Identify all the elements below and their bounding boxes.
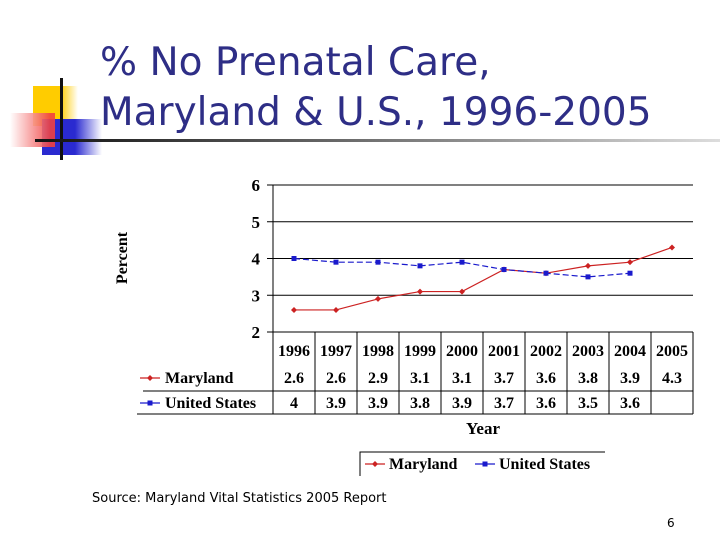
data-table-cell: 3.1 — [410, 370, 430, 387]
data-point — [291, 306, 297, 313]
y-axis-label: Percent — [114, 231, 131, 284]
table-legend-marker — [147, 400, 153, 406]
x-tick-label: 2001 — [488, 343, 520, 360]
data-table-cell: 3.8 — [410, 395, 430, 412]
legend-label: Maryland — [389, 456, 458, 473]
y-tick-label: 2 — [252, 323, 261, 342]
legend-marker — [482, 461, 488, 467]
data-table-cell: 3.1 — [452, 370, 472, 387]
x-tick-label: 2004 — [614, 343, 646, 360]
data-point — [459, 288, 465, 295]
data-table-cell: 3.9 — [326, 395, 346, 412]
data-point — [669, 244, 675, 251]
data-table-cell: 3.7 — [494, 395, 514, 412]
legend-marker — [372, 461, 378, 467]
legend-label: United States — [499, 456, 590, 473]
data-table-cell: 3.5 — [578, 395, 598, 412]
legend-box — [359, 451, 605, 476]
data-point — [375, 295, 381, 302]
data-point — [627, 259, 633, 266]
x-tick-label: 2000 — [446, 343, 478, 360]
data-table-cell: 2.6 — [284, 370, 304, 387]
decor-vertical-line — [60, 78, 63, 160]
data-point — [543, 270, 549, 276]
y-tick-label: 4 — [252, 250, 261, 269]
x-tick-label: 2003 — [572, 343, 604, 360]
series-line-maryland — [294, 246, 673, 311]
y-tick-label: 5 — [252, 213, 261, 232]
data-table-cell: 3.8 — [578, 370, 598, 387]
data-table-cell: 4 — [290, 395, 298, 412]
y-tick-label: 3 — [252, 286, 261, 305]
title-underline — [35, 139, 720, 142]
source-note: Source: Maryland Vital Statistics 2005 R… — [92, 491, 387, 506]
data-point — [333, 306, 339, 313]
table-row-label: United States — [165, 395, 256, 412]
data-table-cell: 3.9 — [452, 395, 472, 412]
data-table-cell: 3.6 — [620, 395, 640, 412]
series-line-united-states — [293, 257, 631, 278]
data-point — [291, 256, 297, 261]
x-tick-label: 1997 — [320, 343, 352, 360]
data-point — [417, 263, 423, 269]
table-row-label: Maryland — [165, 370, 234, 387]
data-table-cell: 3.6 — [536, 395, 556, 412]
data-point — [417, 288, 423, 295]
x-tick-label: 2002 — [530, 343, 562, 360]
data-table-cell: 2.9 — [368, 370, 388, 387]
title-line-1: % No Prenatal Care, — [100, 40, 491, 85]
x-tick-label: 2005 — [656, 343, 688, 360]
x-tick-label: 1996 — [278, 343, 310, 360]
data-table-cell: 2.6 — [326, 370, 346, 387]
page-number: 6 — [667, 516, 675, 530]
data-table-cell: 3.7 — [494, 370, 514, 387]
data-table-cell: 3.9 — [620, 370, 640, 387]
data-table-cell: 3.6 — [536, 370, 556, 387]
data-point — [501, 267, 507, 273]
data-table-cell: 4.3 — [662, 370, 682, 387]
table-legend-marker — [147, 375, 153, 381]
slide-title: % No Prenatal Care, Maryland & U.S., 199… — [100, 38, 652, 138]
data-point — [627, 270, 633, 276]
data-point — [375, 259, 381, 265]
x-tick-label: 1998 — [362, 343, 394, 360]
x-tick-label: 1999 — [404, 343, 436, 360]
data-point — [585, 262, 591, 269]
title-line-2: Maryland & U.S., 1996-2005 — [100, 90, 652, 135]
data-point — [585, 274, 591, 280]
x-axis-label: Year — [466, 419, 500, 438]
y-tick-label: 6 — [252, 176, 261, 195]
data-table-cell: 3.9 — [368, 395, 388, 412]
data-point — [333, 259, 339, 265]
data-point — [459, 259, 465, 265]
